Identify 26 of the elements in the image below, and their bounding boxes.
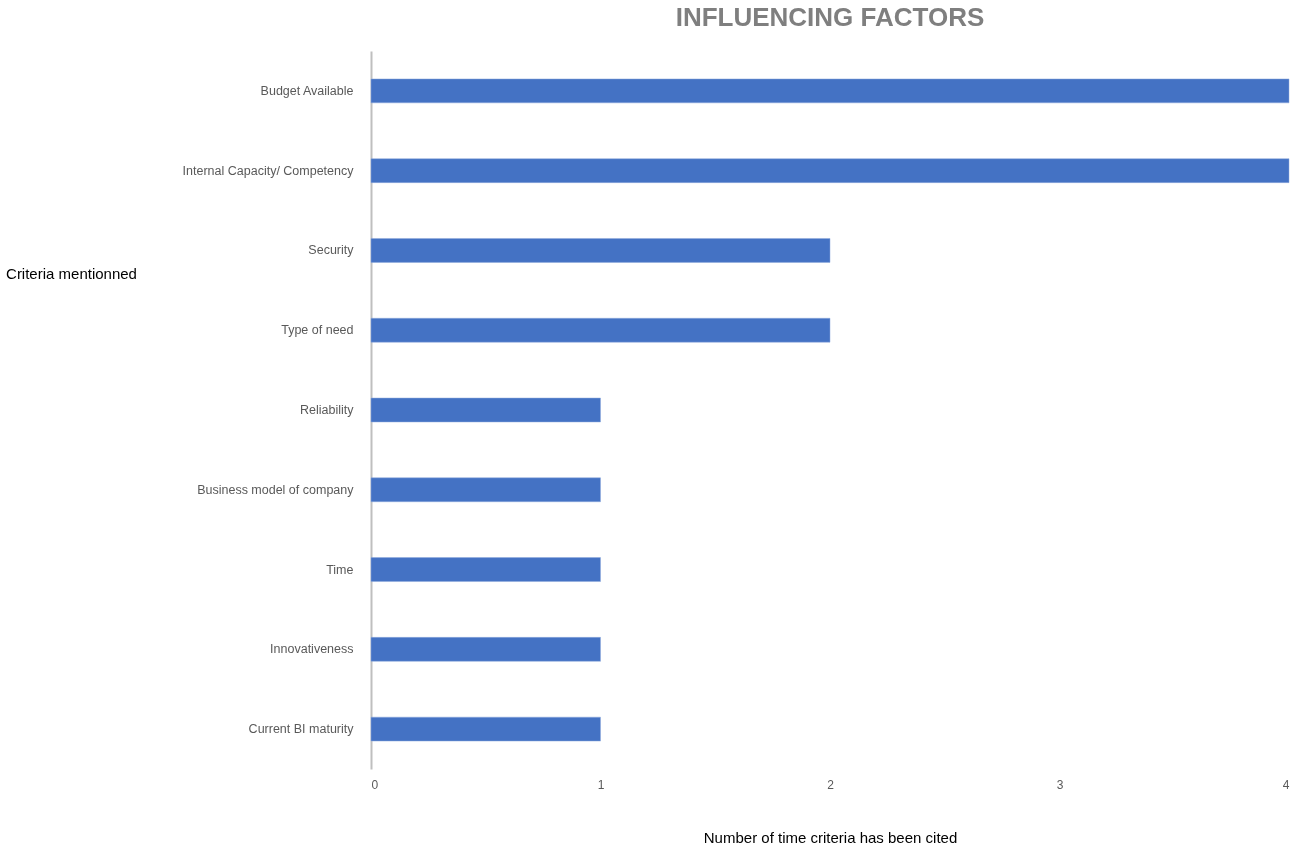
bar <box>370 716 601 742</box>
y-tick-label: Security <box>308 243 355 258</box>
x-axis-title: Number of time criteria has been cited <box>703 828 958 846</box>
x-tick-label: 2 <box>827 777 835 792</box>
bar <box>370 238 831 263</box>
bar <box>370 78 1290 104</box>
y-tick-label: Innovativeness <box>270 642 354 657</box>
bar <box>370 397 601 423</box>
x-tick-label: 1 <box>597 777 605 792</box>
y-tick-label: Type of need <box>281 323 354 338</box>
y-tick-label: Internal Capacity/ Competency <box>182 163 355 178</box>
bar <box>370 477 601 502</box>
y-tick-label: Time <box>326 562 354 577</box>
x-tick-label: 0 <box>371 777 379 792</box>
bar <box>370 318 831 343</box>
x-tick-label: 3 <box>1056 777 1064 792</box>
y-axis-title: Criteria mentionned <box>6 264 137 282</box>
bar <box>370 637 601 662</box>
chart-title: INFLUENCING FACTORS <box>675 2 985 32</box>
bar <box>370 557 601 582</box>
y-tick-label: Business model of company <box>197 482 355 497</box>
y-tick-label: Current BI maturity <box>248 722 355 737</box>
x-tick-label: 4 <box>1282 777 1290 792</box>
y-tick-label: Reliability <box>300 403 355 417</box>
y-tick-label: Budget Available <box>260 83 354 98</box>
bar <box>370 158 1290 183</box>
